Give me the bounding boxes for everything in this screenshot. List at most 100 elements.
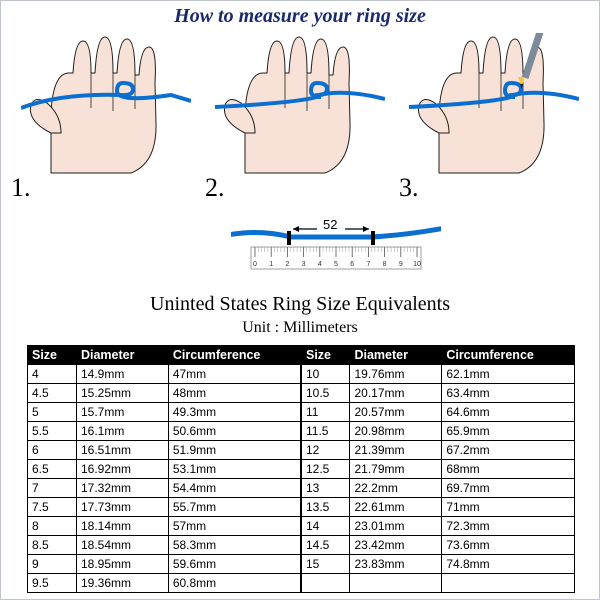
table-cell: 13 (301, 479, 350, 498)
table-cell: 68mm (442, 460, 575, 479)
table-cell: 6 (28, 441, 77, 460)
table-cell: 13.5 (301, 498, 350, 517)
table-cell: 71mm (442, 498, 575, 517)
table-row: 7.517.73mm55.7mm13.522.61mm71mm (28, 498, 575, 517)
table-cell: 16.1mm (76, 422, 168, 441)
size-table: Size Diameter Circumference Size Diamete… (27, 345, 575, 593)
hands-row: 1. 2. (11, 33, 589, 203)
table-cell: 8 (28, 517, 77, 536)
table-cell: 16.92mm (76, 460, 168, 479)
table-cell: 6.5 (28, 460, 77, 479)
table-cell: 72.3mm (442, 517, 575, 536)
table-cell: 19.76mm (350, 365, 442, 384)
table-cell: 9.5 (28, 574, 77, 593)
table-unit: Unit : Millimeters (1, 319, 599, 337)
table-cell: 69.7mm (442, 479, 575, 498)
svg-text:0: 0 (253, 261, 257, 268)
table-cell: 15.7mm (76, 403, 168, 422)
th-dia-1: Diameter (76, 346, 168, 365)
table-cell: 10 (301, 365, 350, 384)
table-cell: 10.5 (301, 384, 350, 403)
table-cell: 23.01mm (350, 517, 442, 536)
table-cell: 65.9mm (442, 422, 575, 441)
table-cell: 63.4mm (442, 384, 575, 403)
table-title: Uninted States Ring Size Equivalents (1, 293, 599, 316)
svg-text:9: 9 (399, 261, 403, 268)
svg-text:2: 2 (285, 261, 289, 268)
table-cell (350, 574, 442, 593)
table-cell: 12.5 (301, 460, 350, 479)
step-2: 2. (205, 33, 395, 203)
table-row: 5.516.1mm50.6mm11.520.98mm65.9mm (28, 422, 575, 441)
table-cell: 17.32mm (76, 479, 168, 498)
th-circ-2: Circumference (442, 346, 575, 365)
hand-illustration-1 (21, 33, 191, 183)
table-cell: 14.5 (301, 536, 350, 555)
table-cell: 58.3mm (168, 536, 301, 555)
table-cell: 11 (301, 403, 350, 422)
table-cell: 4.5 (28, 384, 77, 403)
svg-text:3: 3 (302, 261, 306, 268)
table-cell: 22.61mm (350, 498, 442, 517)
table-row: 918.95mm59.6mm1523.83mm74.8mm (28, 555, 575, 574)
svg-text:1: 1 (269, 261, 273, 268)
table-cell: 50.6mm (168, 422, 301, 441)
step-number-2: 2. (205, 173, 225, 203)
table-cell: 55.7mm (168, 498, 301, 517)
table-cell: 20.17mm (350, 384, 442, 403)
th-size-2: Size (301, 346, 350, 365)
table-cell (301, 574, 350, 593)
svg-text:7: 7 (366, 261, 370, 268)
table-cell: 22.2mm (350, 479, 442, 498)
table-row: 414.9mm47mm1019.76mm62.1mm (28, 365, 575, 384)
table-row: 4.515.25mm48mm10.520.17mm63.4mm (28, 384, 575, 403)
table-cell: 12 (301, 441, 350, 460)
table-row: 818.14mm57mm1423.01mm72.3mm (28, 517, 575, 536)
infographic-container: How to measure your ring size 1. (0, 0, 600, 600)
table-row: 8.518.54mm58.3mm14.523.42mm73.6mm (28, 536, 575, 555)
table-cell: 20.57mm (350, 403, 442, 422)
table-cell: 73.6mm (442, 536, 575, 555)
table-cell: 23.83mm (350, 555, 442, 574)
table-cell: 51.9mm (168, 441, 301, 460)
svg-text:8: 8 (383, 261, 387, 268)
table-cell: 59.6mm (168, 555, 301, 574)
table-cell: 74.8mm (442, 555, 575, 574)
step-number-1: 1. (11, 173, 31, 203)
table-row: 616.51mm51.9mm1221.39mm67.2mm (28, 441, 575, 460)
table-cell: 15.25mm (76, 384, 168, 403)
table-cell: 19.36mm (76, 574, 168, 593)
th-dia-2: Diameter (350, 346, 442, 365)
table-cell: 54.4mm (168, 479, 301, 498)
ruler-measurement: 012345678910 52 (231, 211, 441, 281)
table-cell: 7 (28, 479, 77, 498)
svg-text:6: 6 (350, 261, 354, 268)
table-cell: 9 (28, 555, 77, 574)
svg-text:5: 5 (334, 261, 338, 268)
table-cell: 14.9mm (76, 365, 168, 384)
table-cell: 23.42mm (350, 536, 442, 555)
table-cell: 60.8mm (168, 574, 301, 593)
table-cell: 5.5 (28, 422, 77, 441)
table-cell: 11.5 (301, 422, 350, 441)
table-cell: 5 (28, 403, 77, 422)
table-cell: 18.54mm (76, 536, 168, 555)
table-cell: 16.51mm (76, 441, 168, 460)
table-cell (442, 574, 575, 593)
table-cell: 18.14mm (76, 517, 168, 536)
ruler-reading: 52 (323, 217, 337, 232)
table-cell: 14 (301, 517, 350, 536)
table-header-row: Size Diameter Circumference Size Diamete… (28, 346, 575, 365)
th-circ-1: Circumference (168, 346, 301, 365)
table-row: 717.32mm54.4mm1322.2mm69.7mm (28, 479, 575, 498)
table-cell: 49.3mm (168, 403, 301, 422)
table-cell: 21.79mm (350, 460, 442, 479)
table-cell: 47mm (168, 365, 301, 384)
table-cell: 18.95mm (76, 555, 168, 574)
svg-text:10: 10 (413, 261, 421, 268)
th-size-1: Size (28, 346, 77, 365)
step-1: 1. (11, 33, 201, 203)
table-cell: 21.39mm (350, 441, 442, 460)
table-row: 6.516.92mm53.1mm12.521.79mm68mm (28, 460, 575, 479)
table-cell: 15 (301, 555, 350, 574)
